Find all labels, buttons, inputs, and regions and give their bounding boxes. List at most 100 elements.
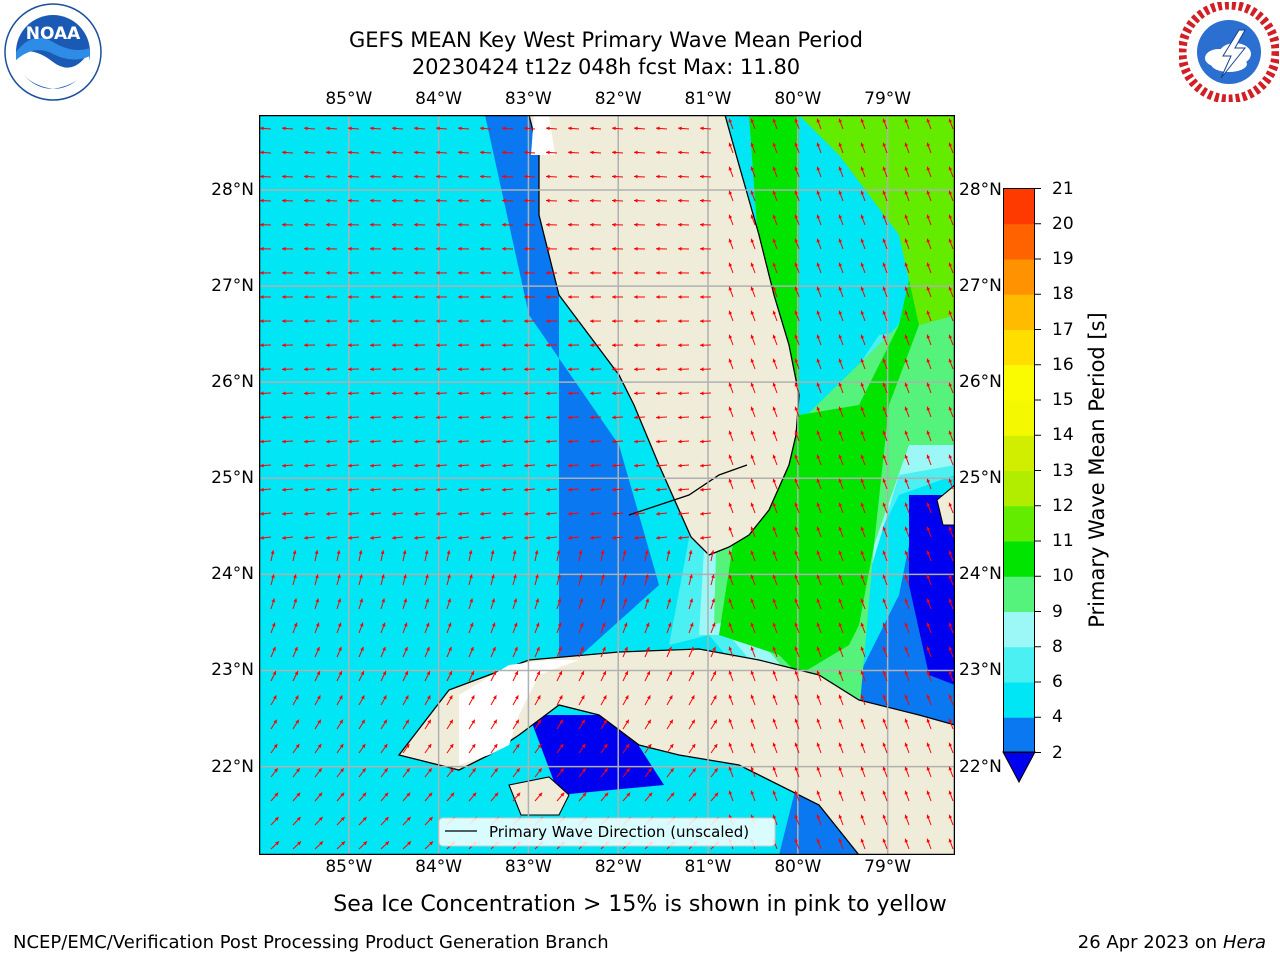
wave-arrow-head xyxy=(275,841,279,846)
wave-arrow-head xyxy=(502,295,506,299)
wave-arrow-head xyxy=(634,535,638,540)
wave-arrow-head xyxy=(612,535,616,540)
wave-arrow-head xyxy=(926,766,931,771)
wave-arrow-head xyxy=(882,742,887,747)
wave-arrow-head xyxy=(348,511,352,516)
lon-tick-top: 80°W xyxy=(774,89,822,109)
wave-arrow-head xyxy=(317,719,321,724)
wave-arrow-head xyxy=(314,550,319,555)
wave-arrow-head xyxy=(458,319,462,323)
colorbar-segment xyxy=(1003,364,1035,401)
wave-arrow-head xyxy=(634,319,638,323)
wave-arrow-head xyxy=(260,511,264,516)
wave-arrow-head xyxy=(794,694,799,699)
wave-arrow-head xyxy=(794,118,799,123)
wave-arrow-head xyxy=(362,768,366,773)
wave-arrow-head xyxy=(750,286,755,291)
wave-arrow-head xyxy=(772,766,777,771)
wave-arrow-head xyxy=(860,550,865,555)
wave-arrow-head xyxy=(750,790,755,795)
wave-arrow-head xyxy=(612,343,616,348)
wave-arrow-head xyxy=(392,439,396,444)
wave-arrow-head xyxy=(692,768,696,773)
wave-arrow-head xyxy=(304,439,308,444)
lat-tick-left: 26°N xyxy=(211,372,254,393)
wave-arrow-head xyxy=(319,841,323,846)
wave-arrow-head xyxy=(634,439,638,444)
wave-arrow-head xyxy=(326,391,330,396)
wave-arrow-head xyxy=(772,550,777,555)
wave-arrow-head xyxy=(580,671,584,676)
wave-arrow-head xyxy=(838,718,843,723)
footer-date: 26 Apr 2023 on xyxy=(1077,932,1223,953)
wave-arrow-head xyxy=(524,511,528,516)
wave-arrow-head xyxy=(648,792,653,797)
wave-arrow-head xyxy=(480,295,484,299)
lat-tick-right: 24°N xyxy=(959,564,1002,585)
wave-arrow-head xyxy=(348,126,352,131)
wave-arrow-head xyxy=(948,382,953,387)
wave-arrow-head xyxy=(405,744,410,748)
footer-right: 26 Apr 2023 on Hera xyxy=(1078,932,1266,953)
wave-arrow-head xyxy=(728,190,733,195)
wave-arrow-head xyxy=(904,382,909,387)
wave-arrow-head xyxy=(603,719,607,724)
wave-arrow-head xyxy=(472,792,477,797)
wave-arrow-head xyxy=(714,792,719,797)
wave-arrow-head xyxy=(370,343,374,348)
wave-arrow-head xyxy=(546,246,550,251)
wave-arrow-head xyxy=(282,439,286,444)
wave-arrow-head xyxy=(260,487,264,492)
wave-arrow-head xyxy=(612,174,616,179)
wave-arrow-head xyxy=(425,622,430,627)
wave-arrow-head xyxy=(772,718,777,723)
wave-arrow-head xyxy=(602,646,606,651)
wave-arrow-head xyxy=(295,744,300,748)
wave-arrow-head xyxy=(712,671,716,676)
wave-arrow-head xyxy=(794,310,799,315)
wave-arrow-head xyxy=(670,768,674,773)
wave-arrow-head xyxy=(882,478,887,483)
wave-arrow-head xyxy=(424,550,429,555)
wave-arrow-head xyxy=(860,190,865,195)
lon-tick-bottom: 85°W xyxy=(325,857,373,877)
wave-arrow-head xyxy=(700,511,704,516)
wave-arrow-head xyxy=(690,671,694,676)
wave-arrow-head xyxy=(692,792,697,797)
wave-arrow-head xyxy=(860,118,865,123)
wave-arrow-head xyxy=(603,695,607,700)
wave-arrow-head xyxy=(647,695,651,700)
wave-arrow-head xyxy=(882,550,887,555)
wave-arrow-head xyxy=(304,391,308,396)
wave-arrow-head xyxy=(634,367,638,372)
wave-arrow-head xyxy=(502,391,506,396)
wave-arrow-head xyxy=(860,838,865,843)
wave-arrow-head xyxy=(524,222,528,227)
wave-arrow-head xyxy=(304,126,308,131)
wave-arrow-head xyxy=(392,126,396,131)
wave-arrow-head xyxy=(816,262,821,267)
wave-arrow-head xyxy=(336,550,341,555)
wave-arrow-head xyxy=(626,768,630,773)
wave-arrow-head xyxy=(838,190,843,195)
wave-arrow-head xyxy=(513,598,518,603)
wave-arrow-head xyxy=(860,742,865,747)
wave-arrow-head xyxy=(623,598,628,603)
colorbar-segment xyxy=(1003,541,1035,577)
wave-arrow-head xyxy=(728,310,733,315)
wave-arrow-head xyxy=(750,598,755,603)
wave-arrow-head xyxy=(816,574,821,579)
colorbar-segment xyxy=(1003,470,1035,507)
wave-arrow-head xyxy=(436,511,440,516)
wave-arrow-head xyxy=(294,646,298,651)
wave-arrow-head xyxy=(772,742,777,747)
wave-arrow-head xyxy=(546,367,550,372)
wave-arrow-head xyxy=(656,150,660,155)
wave-arrow-head xyxy=(794,406,799,411)
wave-arrow-head xyxy=(948,550,953,555)
wave-arrow-head xyxy=(750,574,755,579)
wave-arrow-head xyxy=(590,150,594,155)
wave-arrow-head xyxy=(646,646,650,651)
wave-arrow-head xyxy=(713,744,718,748)
wave-arrow-head xyxy=(948,622,953,627)
